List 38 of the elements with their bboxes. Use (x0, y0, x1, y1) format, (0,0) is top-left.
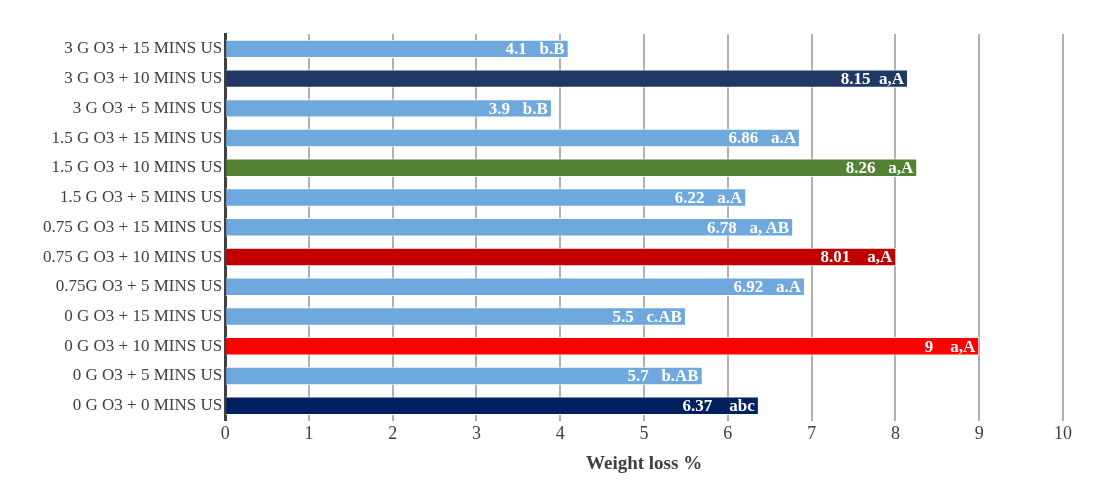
data-label: 5.5 c.AB (612, 306, 682, 326)
y-tick-label: 0 G O3 + 10 MINS US (64, 335, 223, 355)
y-tick-label: 3 G O3 + 15 MINS US (64, 38, 223, 58)
data-label: 8.15 a,A (840, 69, 905, 88)
data-label: 6.92 a.A (733, 277, 802, 297)
data-label: 3.9 b.B (488, 98, 548, 118)
x-tick-label: 9 (974, 423, 984, 444)
y-tick-label: 1.5 G O3 + 10 MINS US (51, 157, 223, 177)
x-tick-label: 7 (807, 423, 817, 444)
x-tick-label: 8 (890, 423, 900, 444)
y-tick-label: 0.75 G O3 + 15 MINS US (42, 216, 223, 236)
x-tick-label: 6 (723, 423, 733, 444)
x-tick-label: 2 (388, 423, 398, 444)
y-tick-label: 3 G O3 + 5 MINS US (72, 97, 223, 117)
x-axis-title: Weight loss % (586, 451, 703, 473)
data-label: 6.22 a.A (674, 187, 743, 207)
y-tick-label: 0.75 G O3 + 10 MINS US (42, 246, 223, 266)
y-tick-label: 0 G O3 + 0 MINS US (72, 395, 223, 415)
data-label: 5.7 b.AB (627, 366, 699, 386)
y-tick-label: 1.5 G O3 + 5 MINS US (59, 187, 223, 207)
data-label: 6.37 abc (682, 396, 756, 416)
y-tick-label: 0 G O3 + 15 MINS US (64, 305, 223, 325)
data-label: 8.01 a,A (820, 247, 893, 267)
data-label: 9 a,A (924, 336, 976, 356)
y-tick-label: 3 G O3 + 10 MINS US (64, 68, 223, 88)
x-tick-label: 3 (471, 423, 481, 444)
data-label: 6.78 a, AB (707, 217, 790, 237)
y-tick-label: 0 G O3 + 5 MINS US (72, 365, 223, 385)
x-tick-label: 0 (220, 423, 230, 444)
data-label: 8.26 a,A (845, 158, 914, 178)
y-tick-label: 0.75G O3 + 5 MINS US (55, 276, 223, 296)
x-tick-label: 5 (639, 423, 649, 444)
x-tick-label: 4 (555, 423, 565, 444)
y-tick-label: 1.5 G O3 + 15 MINS US (51, 127, 223, 147)
data-label: 6.86 a.A (728, 128, 797, 148)
data-label: 4.1 b.B (505, 39, 565, 59)
x-tick-label: 1 (304, 423, 314, 444)
x-tick-label: 10 (1054, 423, 1072, 444)
